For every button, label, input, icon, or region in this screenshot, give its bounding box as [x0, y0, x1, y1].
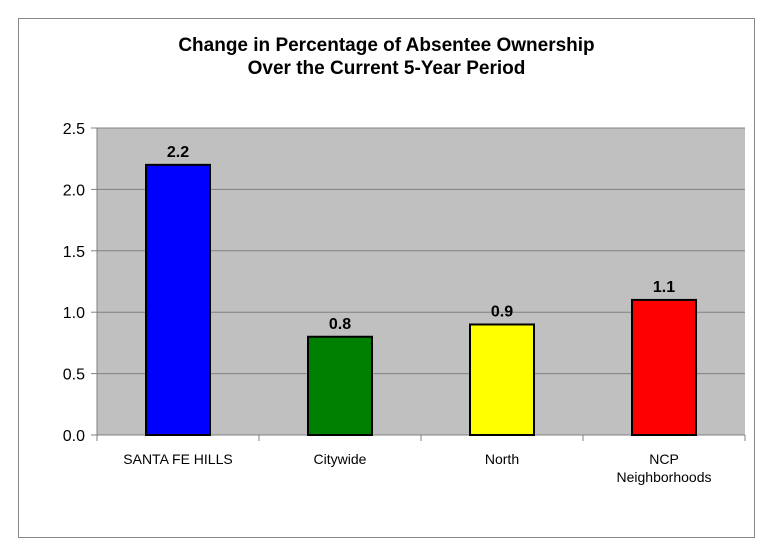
category-label: Citywide: [314, 451, 367, 467]
y-tick-label: 2.0: [63, 182, 85, 199]
labels: 0.0 0.5 1.0 1.5 2.0 2.5 2.2 SANTA FE HILLS 0.8 Ci…: [63, 121, 712, 485]
bar: [469, 323, 535, 437]
category-label: Neighborhoods: [617, 469, 712, 485]
bars: [145, 163, 697, 437]
bar: [307, 335, 373, 437]
y-tick-label: 0.0: [63, 428, 85, 445]
y-tick-label: 2.5: [63, 121, 85, 138]
category-label: North: [485, 451, 519, 467]
data-label: 0.8: [329, 316, 351, 333]
data-label: 2.2: [167, 144, 189, 161]
category-label: SANTA FE HILLS: [123, 451, 232, 467]
bar: [145, 163, 211, 436]
y-tick-label: 1.5: [63, 244, 85, 261]
y-tick-label: 1.0: [63, 305, 85, 322]
bar: [631, 298, 697, 437]
chart-title-line-2: Over the Current 5-Year Period: [247, 58, 526, 79]
y-tick-label: 0.5: [63, 367, 85, 384]
data-label: 0.9: [491, 303, 513, 320]
data-label: 1.1: [653, 279, 675, 296]
category-label: NCP: [649, 451, 679, 467]
chart-title: Change in Percentage of Absentee Ownersh…: [18, 34, 755, 80]
chart-title-line-1: Change in Percentage of Absentee Ownersh…: [178, 35, 595, 56]
